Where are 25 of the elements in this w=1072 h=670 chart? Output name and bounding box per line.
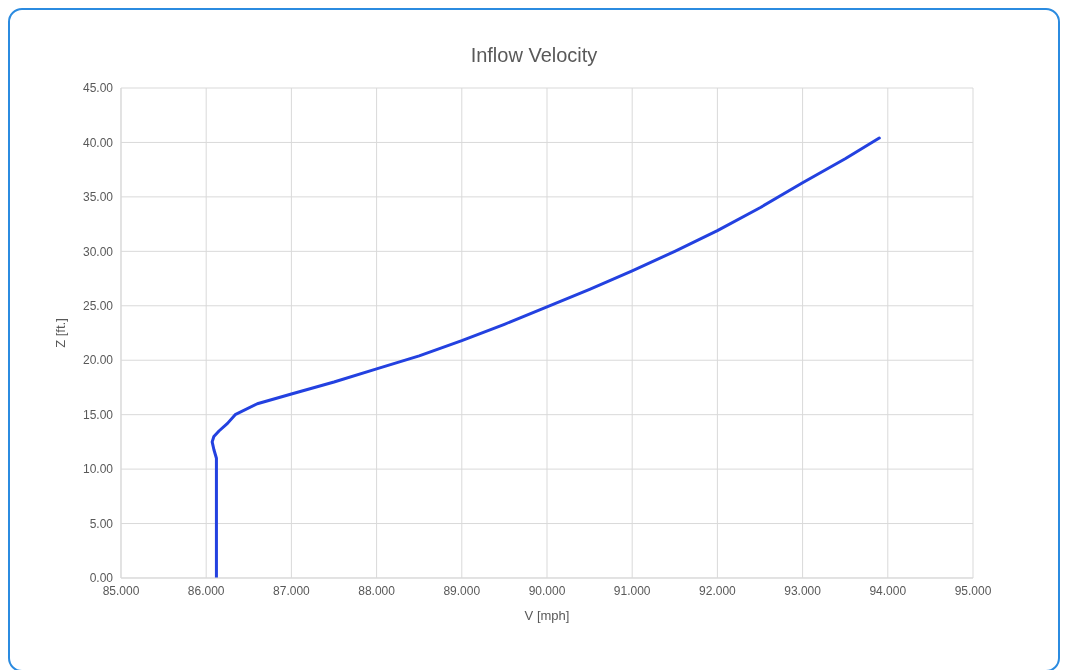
y-tick-label: 15.00 (82, 407, 114, 422)
x-tick-label: 93.000 (784, 583, 822, 598)
y-tick-label: 35.00 (82, 190, 114, 205)
line-series (210, 136, 881, 578)
x-tick-label: 88.000 (358, 583, 396, 598)
y-tick-label: 40.00 (82, 135, 114, 150)
y-tick-label: 20.00 (82, 353, 114, 368)
x-tick-label: 85.000 (102, 583, 140, 598)
x-tick-label: 89.000 (443, 583, 481, 598)
chart-title: Inflow Velocity (469, 44, 599, 67)
y-tick-label: 45.00 (82, 81, 114, 96)
x-tick-label: 90.000 (528, 583, 566, 598)
x-tick-label: 86.000 (187, 583, 225, 598)
y-tick-label: 10.00 (82, 462, 114, 477)
x-tick-label: 95.000 (954, 583, 992, 598)
y-axis-title: Z [ft.] (52, 318, 68, 348)
y-tick-label: 30.00 (82, 244, 114, 259)
y-tick-label: 25.00 (82, 299, 114, 314)
x-tick-label: 91.000 (613, 583, 651, 598)
x-axis-title: V [mph] (524, 608, 570, 623)
x-tick-label: 87.000 (273, 583, 311, 598)
x-tick-label: 94.000 (869, 583, 907, 598)
y-tick-label: 5.00 (89, 516, 114, 531)
y-tick-label: 0.00 (89, 571, 114, 586)
x-tick-label: 92.000 (699, 583, 737, 598)
